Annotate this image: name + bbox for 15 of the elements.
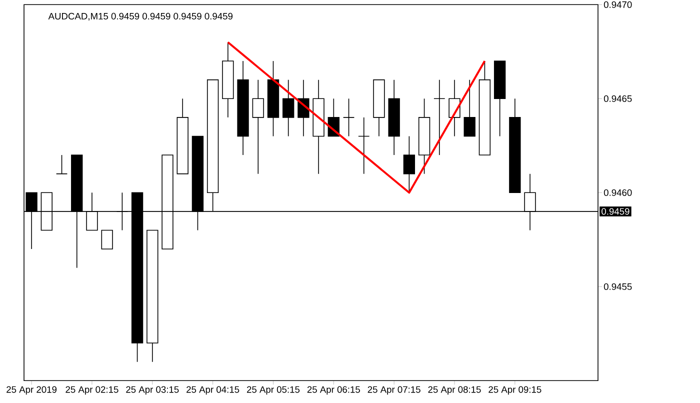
y-tick-label: 0.9465 xyxy=(604,96,632,102)
x-tick-label: 25 Apr 04:15 xyxy=(186,386,240,395)
x-tick-label: 25 Apr 2019 xyxy=(6,386,57,395)
y-tick-label: 0.9470 xyxy=(604,2,632,8)
x-tick-label: 25 Apr 05:15 xyxy=(246,386,300,395)
x-tick-label: 25 Apr 07:15 xyxy=(368,386,420,395)
x-tick-label: 25 Apr 08:15 xyxy=(428,386,481,395)
x-tick-label: 25 Apr 02:15 xyxy=(66,386,118,395)
y-tick-label: 0.9460 xyxy=(604,190,632,196)
text: AUDCAD,M15 0.9459 0.9459 0.9459 0.9459 xyxy=(48,13,233,21)
x-tick-label: 25 Apr 06:15 xyxy=(307,386,360,395)
x-tick-label: 25 Apr 03:15 xyxy=(126,386,179,395)
ref-line-label: 0.9459 xyxy=(602,208,630,215)
x-tick-label: 25 Apr 09:15 xyxy=(488,386,542,395)
y-tick-label: 0.9455 xyxy=(604,284,632,290)
